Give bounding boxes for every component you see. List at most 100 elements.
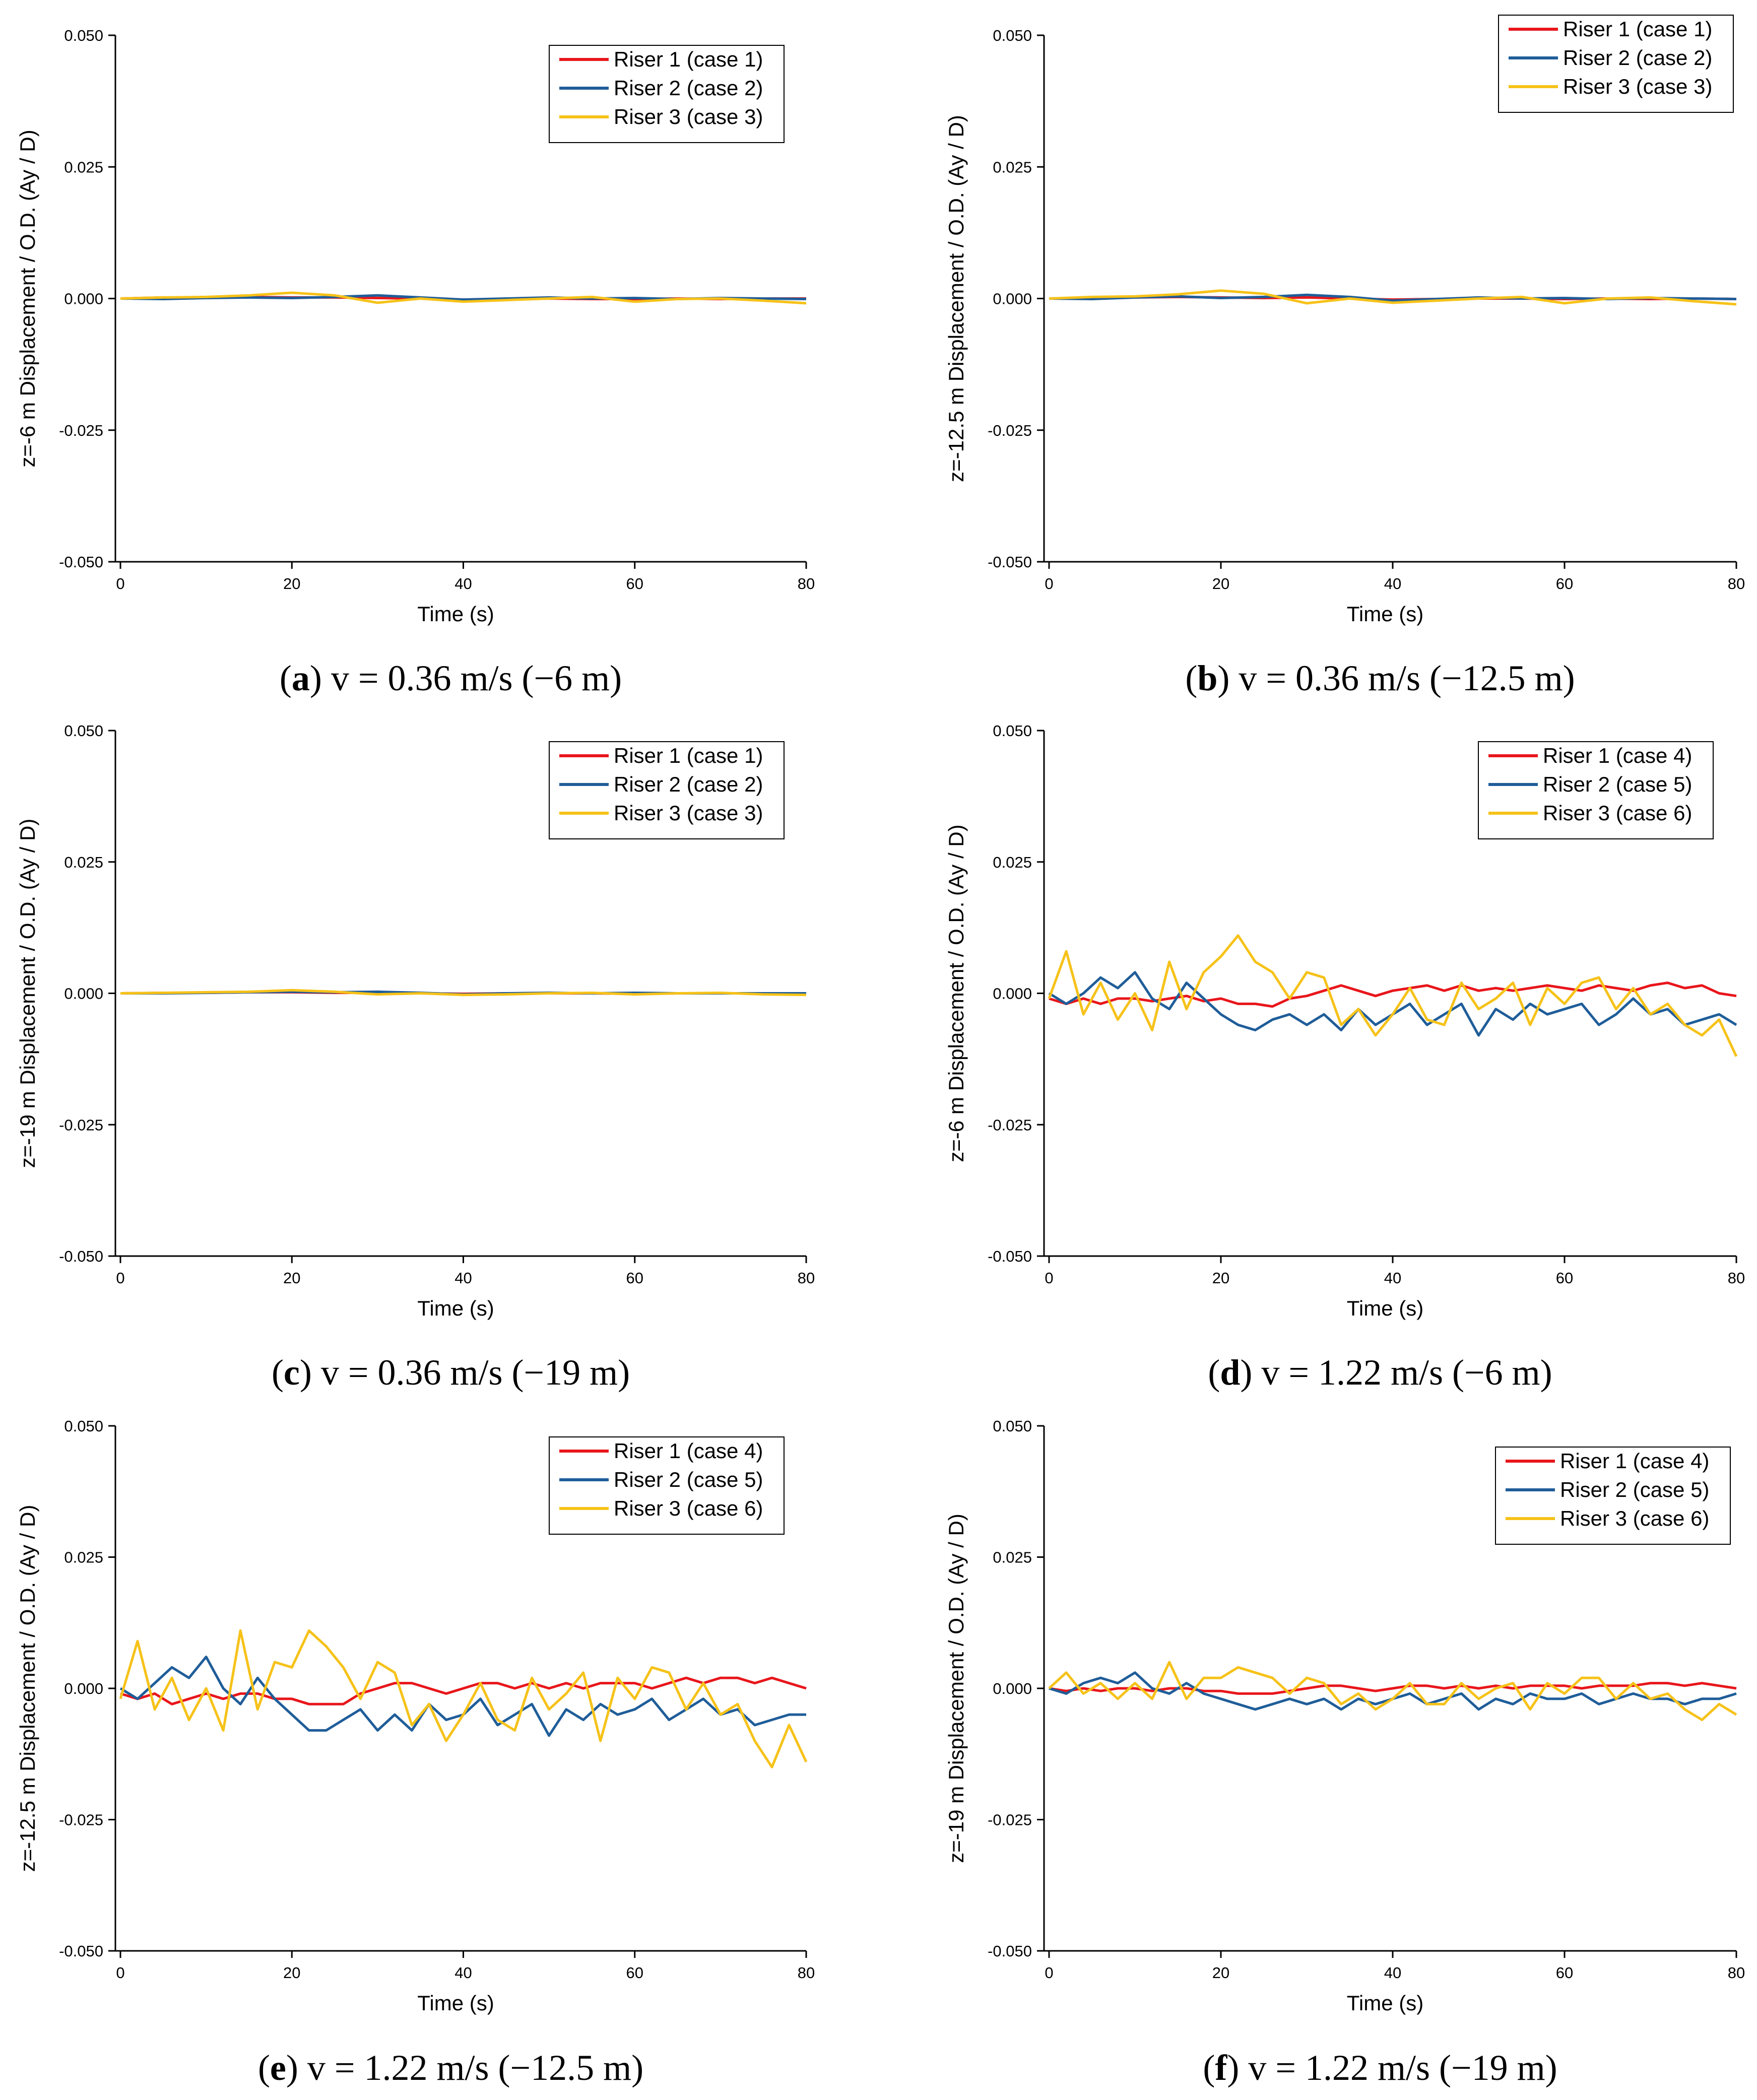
y-tick-label: 0.050 — [64, 1417, 103, 1435]
legend-entry: Riser 1 (case 1) — [614, 744, 763, 767]
y-tick-label: 0.000 — [64, 290, 103, 308]
legend-entry: Riser 3 (case 3) — [614, 801, 763, 825]
y-tick-label: 0.025 — [993, 1549, 1032, 1566]
panel-caption: (b) v = 0.36 m/s (−12.5 m) — [1185, 658, 1575, 698]
legend-entry: Riser 1 (case 1) — [1563, 17, 1712, 41]
caption-letter: c — [284, 1352, 300, 1393]
y-tick-label: 0.025 — [64, 1549, 103, 1566]
x-tick-label: 60 — [626, 575, 643, 593]
caption-letter: f — [1215, 2048, 1227, 2088]
legend: Riser 1 (case 4) Riser 2 (case 5) Riser 3 … — [1478, 741, 1714, 839]
chart-panel-d: 0.050 0.025 0.000 -0.025 -0.050 0 20 40 60 80 Time… — [944, 722, 1745, 1393]
caption-text: ) v = 1.22 m/s (−6 m) — [1240, 1352, 1552, 1393]
x-tick-label: 20 — [283, 575, 300, 593]
y-axis-label: z=-12.5 m Displacement / O.D. (Ay / D) — [944, 115, 968, 482]
series-line-3 — [120, 291, 807, 305]
x-tick-label: 40 — [454, 1964, 472, 1982]
y-tick-label: -0.050 — [988, 1248, 1032, 1265]
legend-box — [549, 1436, 785, 1535]
x-axis-label: Time (s) — [1347, 1991, 1423, 2015]
caption-letter: b — [1197, 658, 1217, 698]
legend-entry: Riser 2 (case 5) — [1543, 772, 1692, 796]
y-tick-label: 0.025 — [64, 854, 103, 871]
panel-caption: (e) v = 1.22 m/s (−12.5 m) — [258, 2048, 643, 2088]
x-tick-label: 20 — [283, 1964, 300, 1982]
legend: Riser 1 (case 1) Riser 2 (case 2) Riser 3 … — [549, 741, 785, 839]
panel-caption: (a) v = 0.36 m/s (−6 m) — [280, 658, 622, 698]
caption-text: ) v = 0.36 m/s (−19 m) — [300, 1352, 630, 1393]
x-tick-label: 80 — [798, 1269, 815, 1287]
y-tick-label: -0.025 — [59, 1811, 103, 1829]
caption-text: ) v = 0.36 m/s (−6 m) — [310, 658, 622, 698]
legend: Riser 1 (case 4) Riser 2 (case 5) Riser 3 … — [549, 1436, 785, 1535]
legend-entry: Riser 3 (case 3) — [614, 105, 763, 128]
legend-entry: Riser 2 (case 5) — [1560, 1478, 1709, 1501]
x-tick-label: 0 — [116, 575, 124, 593]
series-line-1 — [120, 1676, 807, 1705]
caption-letter: a — [292, 658, 310, 698]
series-line-1 — [1049, 1682, 1737, 1695]
y-tick-label: 0.000 — [64, 985, 103, 1003]
chart-panel-a: 0.050 0.025 0.000 -0.025 -0.050 0 20 40 60 80 Time… — [16, 27, 815, 698]
panel-caption: (c) v = 0.36 m/s (−19 m) — [272, 1352, 630, 1393]
x-tick-label: 20 — [1212, 575, 1229, 593]
series-line-1 — [1049, 981, 1737, 1008]
caption-open: ( — [272, 1352, 284, 1393]
y-tick-label: 0.050 — [993, 1417, 1032, 1435]
series-line-3 — [120, 989, 807, 997]
x-tick-label: 60 — [1556, 1269, 1573, 1287]
y-axis-label: z=-12.5 m Displacement / O.D. (Ay / D) — [16, 1505, 39, 1872]
y-tick-label: 0.025 — [64, 158, 103, 176]
legend-entry: Riser 1 (case 4) — [614, 1439, 763, 1463]
series-line-3 — [1048, 1661, 1737, 1721]
series-line-3 — [119, 1629, 808, 1768]
x-axis-label: Time (s) — [1347, 1296, 1423, 1320]
legend-box — [1478, 741, 1714, 839]
panel-caption: (d) v = 1.22 m/s (−6 m) — [1208, 1352, 1552, 1393]
x-tick-label: 60 — [1556, 575, 1573, 593]
y-tick-label: -0.050 — [59, 553, 103, 571]
caption-open: ( — [1203, 2048, 1215, 2088]
series-line-3 — [1049, 289, 1737, 306]
y-tick-label: 0.050 — [993, 27, 1032, 44]
y-tick-label: 0.050 — [993, 722, 1032, 740]
y-tick-label: 0.050 — [64, 722, 103, 740]
y-tick-label: -0.025 — [988, 422, 1032, 439]
y-axis-label: z=-19 m Displacement / O.D. (Ay / D) — [944, 1514, 968, 1863]
y-tick-label: -0.050 — [988, 553, 1032, 571]
legend-entry: Riser 2 (case 5) — [614, 1468, 763, 1491]
x-tick-label: 20 — [1212, 1269, 1229, 1287]
y-tick-label: -0.025 — [988, 1811, 1032, 1829]
panel-caption: (f) v = 1.22 m/s (−19 m) — [1203, 2048, 1557, 2088]
legend-entry: Riser 3 (case 6) — [614, 1496, 763, 1520]
y-tick-label: -0.025 — [988, 1116, 1032, 1134]
y-tick-label: -0.025 — [59, 1116, 103, 1134]
legend: Riser 1 (case 1) Riser 2 (case 2) Riser 3 … — [1498, 15, 1734, 113]
y-tick-label: 0.025 — [993, 158, 1032, 176]
x-tick-label: 40 — [1384, 1964, 1401, 1982]
legend-box — [549, 741, 785, 839]
x-axis-label: Time (s) — [417, 1991, 494, 2015]
x-tick-label: 80 — [1728, 575, 1745, 593]
legend-entry: Riser 1 (case 1) — [614, 47, 763, 71]
legend-box — [1498, 15, 1734, 113]
x-tick-label: 80 — [1728, 1964, 1745, 1982]
y-tick-label: 0.000 — [64, 1680, 103, 1697]
caption-letter: d — [1220, 1352, 1240, 1393]
x-tick-label: 60 — [626, 1269, 643, 1287]
legend-box — [1495, 1447, 1731, 1545]
caption-text: ) v = 1.22 m/s (−19 m) — [1227, 2048, 1557, 2088]
legend: Riser 1 (case 4) Riser 2 (case 5) Riser 3 … — [1495, 1447, 1731, 1545]
legend-entry: Riser 2 (case 2) — [614, 772, 763, 796]
x-tick-label: 40 — [1384, 1269, 1401, 1287]
caption-open: ( — [1208, 1352, 1220, 1393]
y-axis-label: z=-6 m Displacement / O.D. (Ay / D) — [16, 129, 39, 467]
x-tick-label: 0 — [1045, 1269, 1053, 1287]
y-tick-label: 0.050 — [64, 27, 103, 44]
y-tick-label: -0.050 — [59, 1942, 103, 1960]
chart-panel-f: 0.050 0.025 0.000 -0.025 -0.050 0 20 40 60 80 Time… — [944, 1417, 1745, 2088]
y-tick-label: -0.050 — [59, 1248, 103, 1265]
x-axis-label: Time (s) — [417, 1296, 494, 1320]
x-tick-label: 80 — [798, 1964, 815, 1982]
